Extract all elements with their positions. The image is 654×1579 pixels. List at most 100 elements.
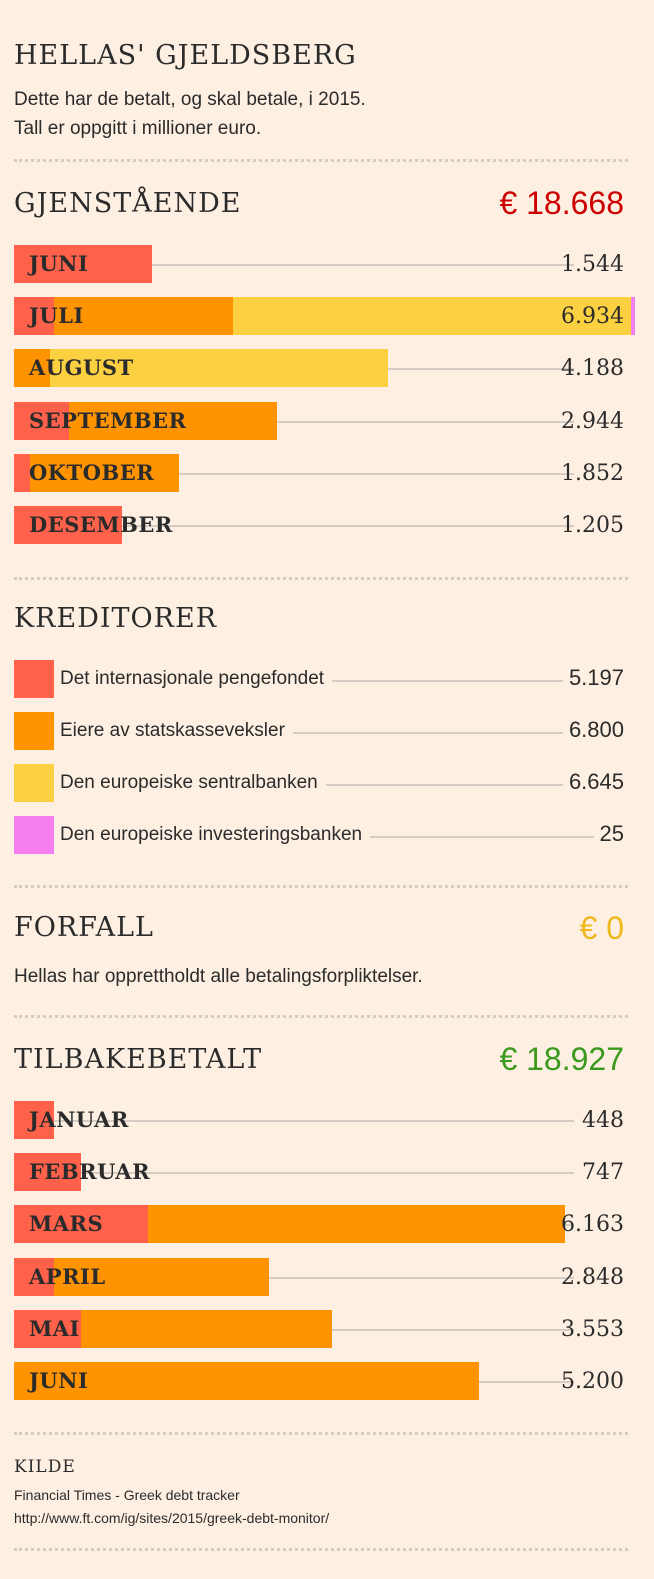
bar-value-label: 1.544 bbox=[561, 252, 624, 277]
bar-segment bbox=[14, 1205, 149, 1243]
bar-value-label: 2.944 bbox=[561, 409, 624, 434]
subtitle-line-2: Tall er oppgitt i millioner euro. bbox=[14, 118, 262, 139]
legend-swatch-ecb bbox=[14, 764, 54, 802]
bar-segment bbox=[14, 1310, 82, 1348]
overdue-text: Hellas har opprettholdt alle betalingsfo… bbox=[14, 966, 423, 987]
bar-row: DESEMBER 1.205 bbox=[0, 506, 654, 544]
leader-line bbox=[14, 264, 574, 266]
bar-value-label: 1.205 bbox=[561, 513, 624, 538]
bar-segment bbox=[14, 1153, 81, 1191]
bar-segment bbox=[49, 349, 388, 387]
leader-line bbox=[14, 1172, 574, 1174]
legend-swatch-eib bbox=[14, 816, 54, 854]
bar-row: APRIL 2.848 bbox=[0, 1258, 654, 1296]
bar-category-label: JULI bbox=[29, 303, 84, 328]
bar-segment bbox=[14, 1362, 479, 1400]
bar-segment bbox=[69, 402, 277, 440]
bar-row: JUNI 1.544 bbox=[0, 245, 654, 283]
leader-line bbox=[14, 473, 574, 475]
bar-category-label: JUNI bbox=[29, 1368, 89, 1393]
bar-value-label: 747 bbox=[582, 1160, 624, 1185]
bar-row: JULI 6.934 bbox=[0, 297, 654, 335]
overdue-heading: FORFALL bbox=[14, 912, 154, 943]
bar-category-label: APRIL bbox=[29, 1264, 106, 1289]
bar-segment bbox=[54, 1258, 269, 1296]
bar-value-label: 6.163 bbox=[561, 1212, 624, 1237]
divider bbox=[14, 885, 628, 888]
leader-line bbox=[14, 1277, 574, 1279]
bar-segment bbox=[232, 297, 631, 335]
bar-segment bbox=[630, 297, 635, 335]
legend-label-imf: Det internasjonale pengefondet bbox=[60, 668, 333, 690]
bar-value-label: 5.200 bbox=[561, 1369, 624, 1394]
source-heading: KILDE bbox=[14, 1457, 76, 1477]
leader-line bbox=[60, 784, 624, 786]
bar-category-label: OKTOBER bbox=[29, 460, 155, 485]
bar-segment bbox=[14, 454, 31, 492]
bar-row: JANUAR 448 bbox=[0, 1101, 654, 1139]
overdue-total: € 0 bbox=[579, 910, 624, 946]
bar-category-label: DESEMBER bbox=[29, 512, 173, 537]
bar-segment bbox=[14, 349, 50, 387]
bar-category-label: SEPTEMBER bbox=[29, 408, 187, 433]
bar-value-label: 448 bbox=[582, 1108, 624, 1133]
divider bbox=[14, 159, 628, 162]
legend-label-ecb: Den europeiske sentralbanken bbox=[60, 772, 326, 794]
remaining-total: € 18.668 bbox=[499, 185, 624, 221]
repaid-total: € 18.927 bbox=[499, 1041, 624, 1077]
bar-value-label: 2.848 bbox=[561, 1265, 624, 1290]
bar-segment bbox=[14, 1101, 55, 1139]
bar-value-label: 1.852 bbox=[561, 461, 624, 486]
page-title: HELLAS' GJELDSBERG bbox=[14, 40, 357, 71]
bar-segment bbox=[30, 454, 180, 492]
source-line-1: Financial Times - Greek debt tracker bbox=[14, 1487, 240, 1503]
divider bbox=[14, 577, 628, 580]
bar-row: JUNI 5.200 bbox=[0, 1362, 654, 1400]
bar-category-label: JUNI bbox=[29, 251, 89, 276]
legend-label-eib: Den europeiske investeringsbanken bbox=[60, 824, 371, 846]
bar-value-label: 6.934 bbox=[561, 304, 624, 329]
subtitle-line-1: Dette har de betalt, og skal betale, i 2… bbox=[14, 89, 366, 110]
bar-row: MAI 3.553 bbox=[0, 1310, 654, 1348]
bar-segment bbox=[54, 297, 233, 335]
leader-line bbox=[14, 421, 574, 423]
bar-segment bbox=[14, 1258, 55, 1296]
bar-category-label: MARS bbox=[29, 1211, 104, 1236]
legend-value-eib: 25 bbox=[593, 821, 624, 847]
remaining-heading: GJENSTÅENDE bbox=[14, 188, 242, 219]
bar-row: OKTOBER 1.852 bbox=[0, 454, 654, 492]
legend-value-imf: 5.197 bbox=[562, 665, 624, 691]
bar-category-label: MAI bbox=[29, 1316, 80, 1341]
source-link[interactable]: http://www.ft.com/ig/sites/2015/greek-de… bbox=[14, 1510, 330, 1526]
leader-line bbox=[14, 1120, 574, 1122]
bar-row: SEPTEMBER 2.944 bbox=[0, 402, 654, 440]
legend-value-ecb: 6.645 bbox=[562, 769, 624, 795]
divider bbox=[14, 1548, 628, 1551]
bar-category-label: JANUAR bbox=[29, 1107, 129, 1132]
bar-segment bbox=[14, 402, 70, 440]
repaid-chart: JANUAR 448 FEBRUAR 747 MARS 6.163 APRIL 2.848 MA… bbox=[0, 1101, 654, 1411]
creditors-heading: KREDITORER bbox=[14, 603, 218, 634]
bar-segment bbox=[81, 1310, 332, 1348]
bar-category-label: FEBRUAR bbox=[29, 1159, 151, 1184]
bar-segment bbox=[14, 297, 55, 335]
leader-line bbox=[14, 525, 574, 527]
legend-swatch-imf bbox=[14, 660, 54, 698]
bar-segment bbox=[14, 506, 122, 544]
bar-segment bbox=[148, 1205, 565, 1243]
divider bbox=[14, 1015, 628, 1018]
remaining-chart: JUNI 1.544 JULI 6.934 AUGUST 4.188 SEPTEMBER 2.… bbox=[0, 245, 654, 555]
legend-label-tbills: Eiere av statskasseveksler bbox=[60, 720, 293, 742]
leader-line bbox=[60, 732, 624, 734]
legend-value-tbills: 6.800 bbox=[562, 717, 624, 743]
repaid-heading: TILBAKEBETALT bbox=[14, 1044, 263, 1075]
bar-row: AUGUST 4.188 bbox=[0, 349, 654, 387]
legend-swatch-tbills bbox=[14, 712, 54, 750]
bar-category-label: AUGUST bbox=[29, 355, 134, 380]
divider bbox=[14, 1432, 628, 1435]
bar-value-label: 3.553 bbox=[561, 1317, 624, 1342]
bar-row: FEBRUAR 747 bbox=[0, 1153, 654, 1191]
leader-line bbox=[60, 680, 624, 682]
bar-segment bbox=[14, 245, 152, 283]
